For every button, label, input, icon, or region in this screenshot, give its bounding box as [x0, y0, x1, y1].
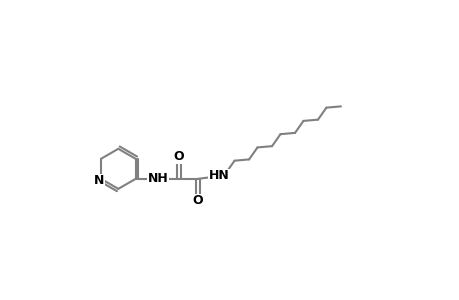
- Text: O: O: [192, 194, 203, 207]
- Text: HN: HN: [208, 169, 229, 182]
- Text: NH: NH: [147, 172, 168, 185]
- Text: O: O: [173, 150, 184, 164]
- Text: N: N: [94, 174, 104, 187]
